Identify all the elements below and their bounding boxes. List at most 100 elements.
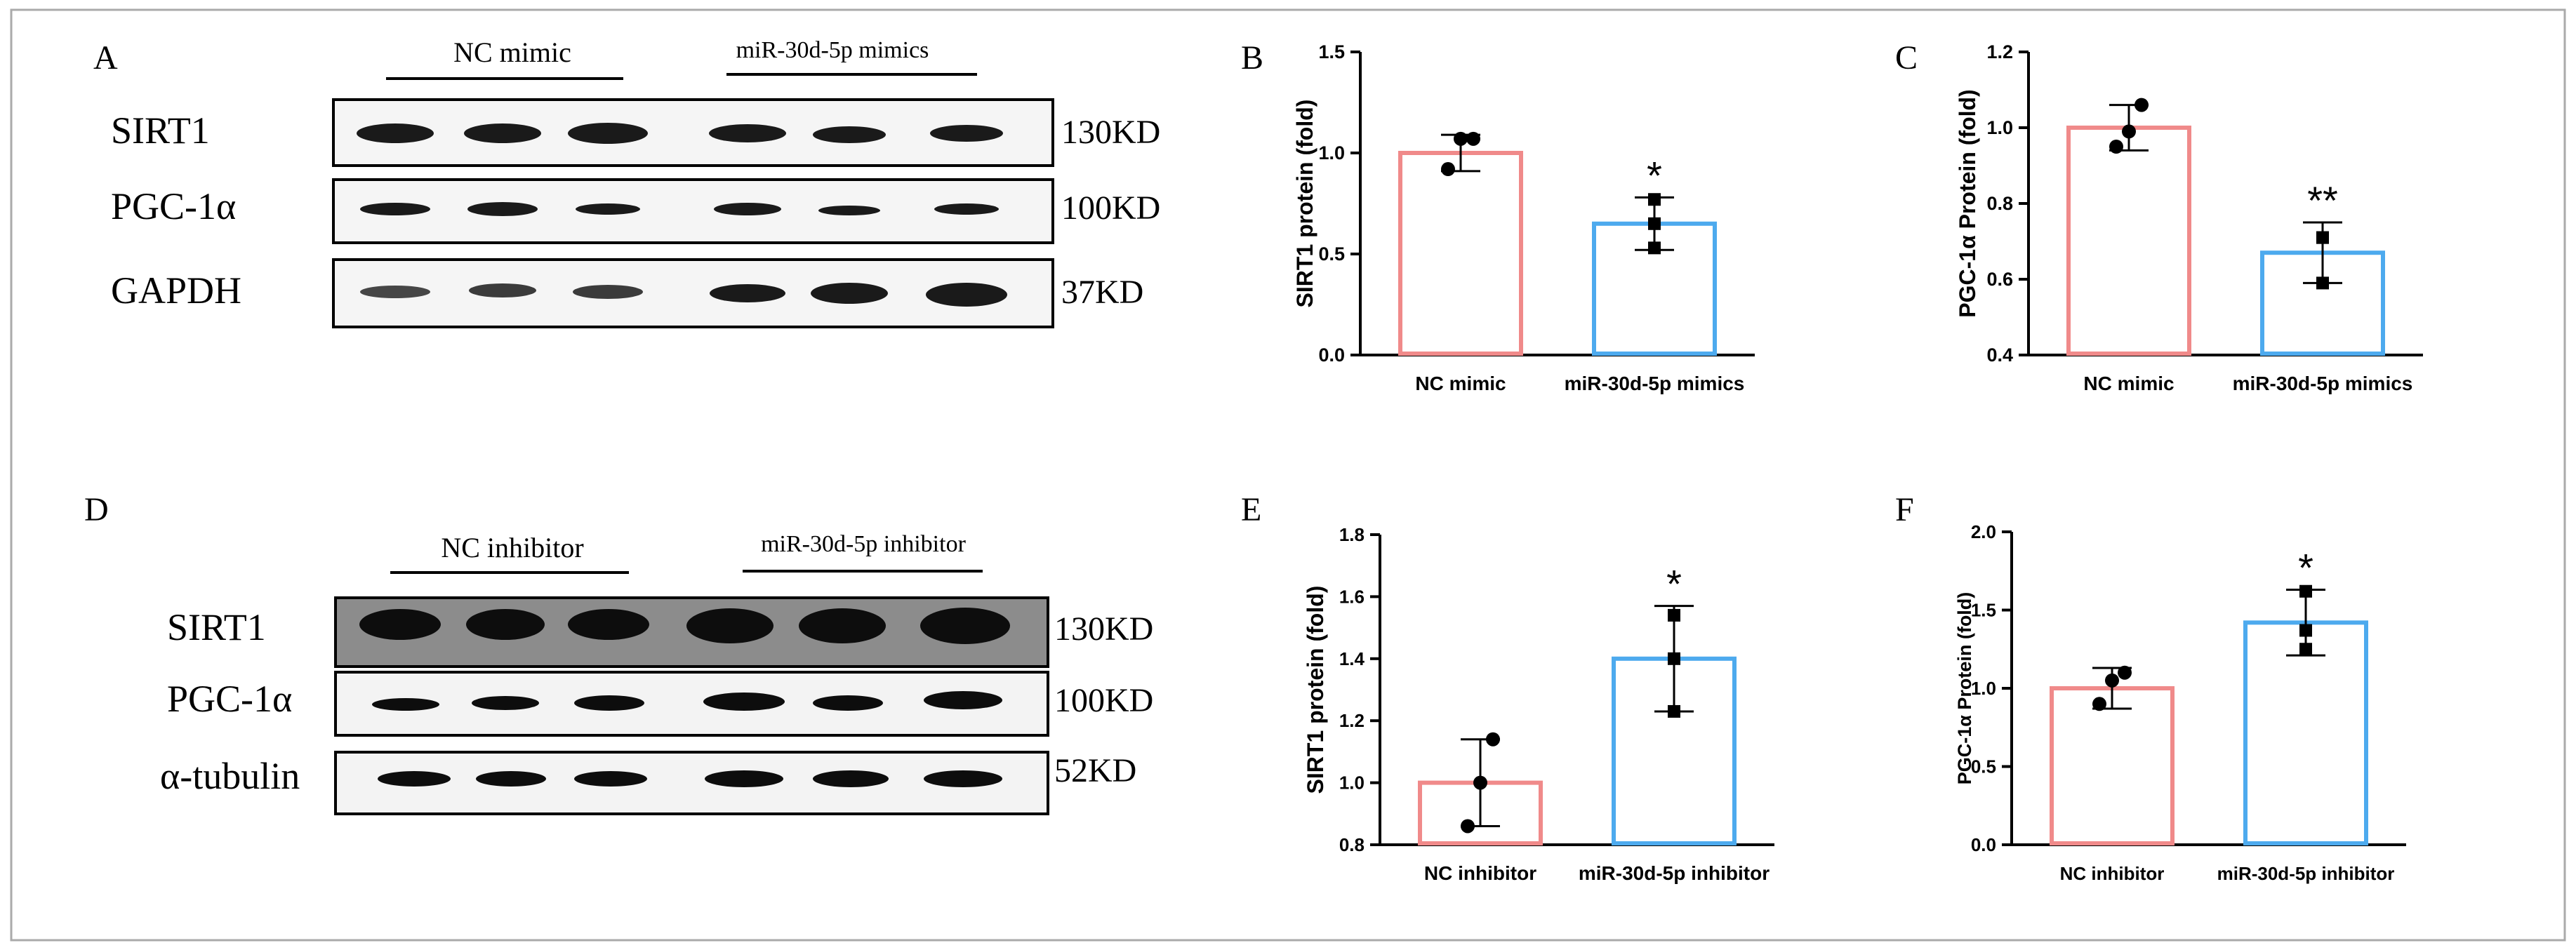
chart-c: 0.4 0.6 0.8 1.0 1.2 PGC-1α Protein (fold) NC m…: [1955, 41, 2423, 394]
data-point-square: [1668, 652, 1680, 665]
x-category-label: NC inhibitor: [2060, 863, 2165, 884]
data-point-circle: [1473, 775, 1487, 790]
data-point-square: [1668, 704, 1680, 718]
blot-top-band: [934, 203, 999, 215]
blot-bottom-band: [476, 771, 546, 787]
blot-bottom-band: [378, 771, 451, 787]
blot-bottom-band: [466, 609, 545, 640]
chart-b: 0.0 0.5 1.0 1.5 SIRT1 protein (fold) NC mimic…: [1292, 41, 1755, 394]
x-category-label: NC inhibitor: [1424, 862, 1536, 884]
data-point-square: [2316, 276, 2329, 290]
blot-bottom-band: [924, 691, 1002, 709]
blot-top-group-1: NC mimic: [453, 36, 571, 68]
blot-bottom-band: [686, 608, 774, 643]
panel-label-f: F: [1895, 491, 1914, 528]
data-point-circle: [1454, 131, 1468, 146]
data-point-circle: [2135, 98, 2149, 112]
y-tick-label: 0.5: [1971, 756, 1996, 777]
y-axis-label: SIRT1 protein (fold): [1303, 586, 1328, 794]
blot-top-band: [709, 124, 786, 142]
y-tick-label: 1.4: [1339, 648, 1365, 669]
blot-bottom-group-1: NC inhibitor: [441, 532, 583, 563]
y-tick-label: 1.6: [1339, 586, 1365, 607]
y-tick-label: 1.0: [1971, 678, 1996, 699]
data-point-square: [2299, 624, 2312, 637]
y-tick-label: 1.8: [1339, 524, 1365, 545]
blot-bottom-row-3-size: 52KD: [1054, 752, 1136, 789]
blot-top-band: [360, 286, 430, 298]
blot-bottom-row-2-name: PGC-1α: [167, 678, 292, 720]
data-point-circle: [1461, 819, 1475, 834]
significance-label: *: [2298, 546, 2313, 590]
y-tick-label: 1.5: [1318, 41, 1345, 62]
significance-label: *: [1647, 153, 1662, 197]
blot-top-band: [568, 123, 648, 144]
blot-bottom-band: [574, 771, 647, 787]
data-point-square: [1648, 217, 1661, 230]
y-tick-label: 1.2: [1986, 41, 2013, 62]
blot-top-band: [714, 203, 781, 215]
panel-label-a: A: [93, 39, 118, 76]
data-point-circle: [2105, 673, 2119, 688]
blot-top-strip-2: [332, 178, 1054, 244]
bar: [2050, 686, 2175, 845]
blot-bottom-band: [705, 770, 783, 787]
y-tick-label: 1.0: [1339, 772, 1365, 794]
y-tick-label: 0.4: [1986, 344, 2013, 366]
y-tick-label: 0.0: [1971, 834, 1996, 855]
blot-top-band: [464, 123, 541, 143]
blot-bottom-band: [372, 698, 439, 711]
blot-bottom-band: [924, 770, 1002, 787]
data-point-circle: [1486, 732, 1500, 747]
data-point-circle: [2118, 665, 2132, 680]
y-axis-label: PGC-1α Protein (fold): [1955, 89, 1980, 317]
data-point-square: [1648, 193, 1661, 206]
x-category-label: miR-30d-5p mimics: [1565, 373, 1745, 394]
blot-bottom-row-1-name: SIRT1: [167, 606, 266, 648]
data-point-circle: [1466, 131, 1480, 146]
y-tick-label: 0.0: [1318, 344, 1345, 366]
blot-top-band: [818, 206, 880, 215]
x-category-label: NC mimic: [2083, 373, 2174, 394]
y-tick-label: 1.2: [1339, 710, 1365, 731]
blot-top-row-3-size: 37KD: [1061, 274, 1143, 311]
blot-top: NC mimic miR-30d-5p mimics SIRT1 PGC-1α …: [111, 36, 1160, 328]
data-point-square: [2299, 584, 2312, 598]
blot-top-row-1-name: SIRT1: [111, 109, 210, 152]
blot-bottom-row-1-size: 130KD: [1054, 610, 1153, 648]
blot-top-band: [469, 283, 536, 297]
y-axis-label: PGC-1α Protein (fold): [1954, 592, 1975, 785]
blot-top-group-2: miR-30d-5p mimics: [736, 37, 929, 63]
significance-label: **: [2307, 178, 2338, 222]
blot-bottom-row-3-name: α-tubulin: [160, 755, 300, 797]
significance-label: *: [1666, 562, 1682, 606]
blot-bottom-group-2: miR-30d-5p inhibitor: [761, 531, 967, 557]
y-tick-label: 0.8: [1339, 834, 1365, 855]
y-tick-label: 0.6: [1986, 269, 2013, 290]
blot-bottom-band: [799, 608, 886, 643]
panel-label-c: C: [1895, 39, 1918, 76]
x-category-label: miR-30d-5p inhibitor: [1579, 862, 1770, 884]
blot-top-band: [811, 283, 888, 304]
blot-bottom-band: [574, 695, 644, 711]
x-category-label: miR-30d-5p inhibitor: [2217, 863, 2395, 884]
blot-top-row-1-size: 130KD: [1061, 114, 1160, 151]
y-axis-label: SIRT1 protein (fold): [1292, 100, 1317, 308]
data-point-circle: [2092, 697, 2106, 711]
chart-f: 0.0 0.5 1.0 1.5 2.0 PGC-1α Protein (fold) NC i…: [1954, 521, 2406, 884]
blot-bottom-row-2-size: 100KD: [1054, 682, 1153, 719]
y-tick-label: 2.0: [1971, 521, 1996, 542]
blot-top-band: [930, 125, 1003, 142]
blot-bottom-band: [920, 608, 1010, 644]
x-category-label: NC mimic: [1415, 373, 1506, 394]
blot-top-row-3-name: GAPDH: [111, 269, 241, 312]
data-point-square: [2316, 231, 2329, 244]
blot-top-band: [467, 202, 538, 216]
blot-top-band: [357, 123, 434, 143]
data-point-square: [1668, 608, 1680, 622]
bar: [2066, 126, 2191, 356]
blot-bottom-band: [568, 609, 649, 640]
panel-label-d: D: [84, 491, 109, 528]
data-point-circle: [2122, 124, 2136, 139]
